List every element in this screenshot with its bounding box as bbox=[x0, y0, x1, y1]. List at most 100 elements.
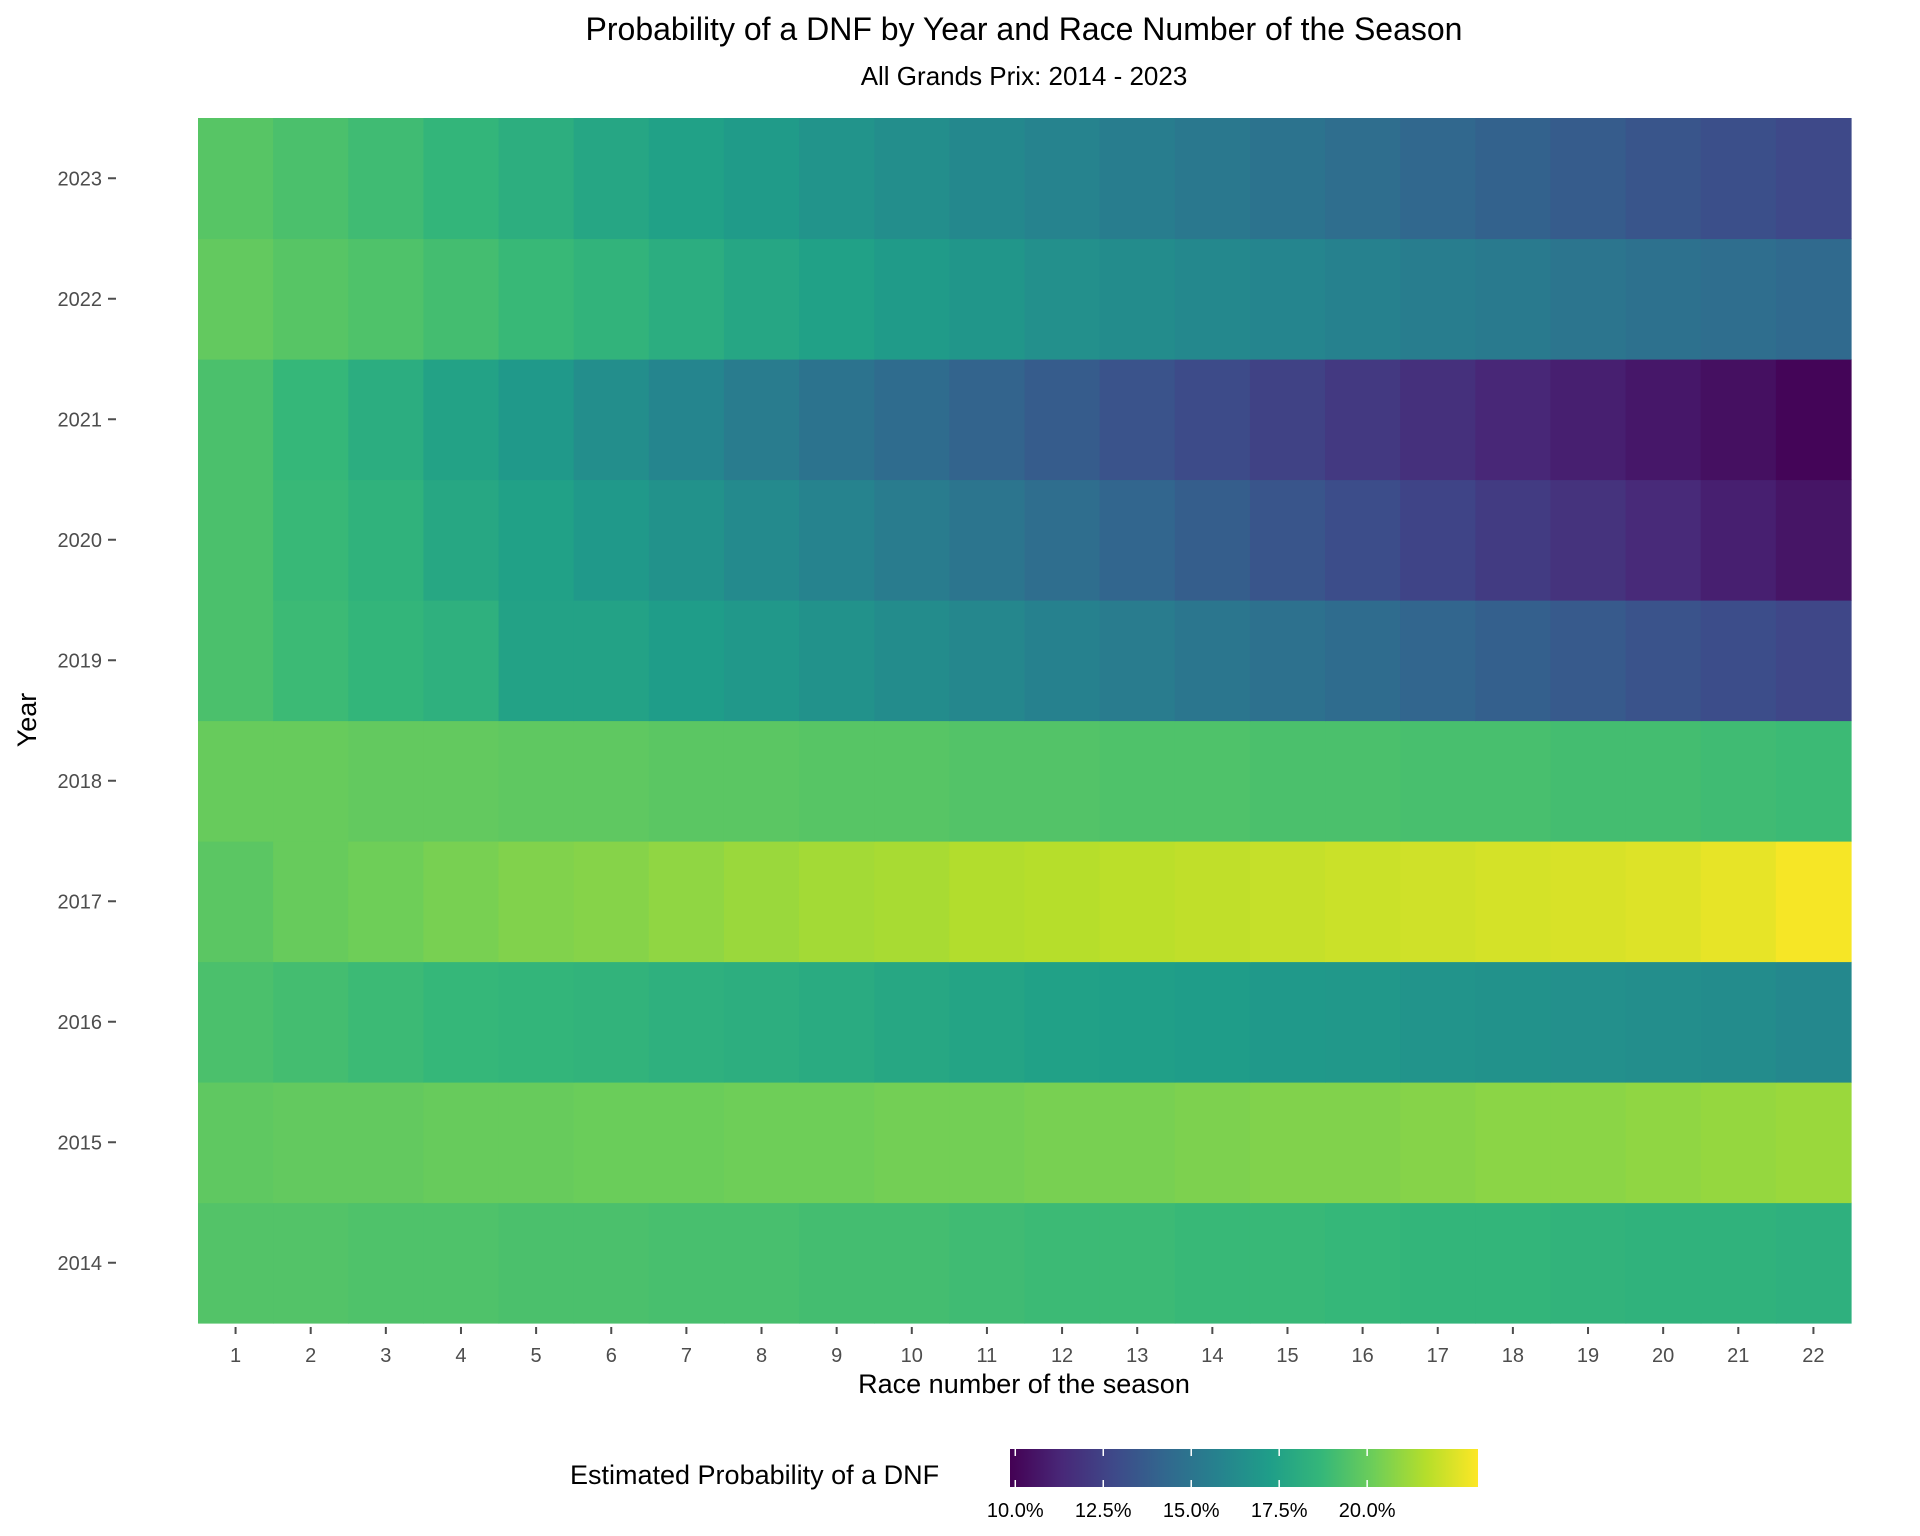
legend-tick-label: 20.0% bbox=[1339, 1500, 1396, 1522]
heatmap-cell bbox=[1024, 841, 1101, 963]
heatmap-cell bbox=[1625, 238, 1702, 360]
heatmap-cell bbox=[874, 1082, 950, 1204]
heatmap-cell bbox=[874, 118, 950, 240]
x-tick-label: 20 bbox=[1652, 1345, 1674, 1367]
heatmap-cell bbox=[1249, 841, 1326, 963]
heatmap-cell bbox=[1174, 238, 1251, 360]
heatmap-cell bbox=[1174, 961, 1251, 1083]
x-tick-label: 16 bbox=[1351, 1345, 1373, 1367]
heatmap-cell bbox=[1400, 479, 1476, 601]
legend-title: Estimated Probability of a DNF bbox=[570, 1460, 939, 1490]
heatmap-cell bbox=[949, 720, 1026, 842]
heatmap-cell bbox=[423, 841, 500, 963]
heatmap-cell bbox=[648, 479, 725, 601]
heatmap-cell bbox=[1700, 1202, 1777, 1324]
heatmap-cell bbox=[1475, 1082, 1552, 1204]
heatmap-cell bbox=[1700, 118, 1777, 240]
heatmap-cell bbox=[348, 600, 425, 722]
heatmap-cell bbox=[573, 118, 650, 240]
heatmap-cell bbox=[348, 479, 425, 601]
heatmap-cell bbox=[1625, 1202, 1702, 1324]
heatmap-cell bbox=[1099, 1082, 1176, 1204]
heatmap-cell bbox=[198, 841, 274, 963]
heatmap-cell bbox=[198, 1202, 274, 1324]
heatmap-cell bbox=[723, 359, 800, 481]
heatmap-cell bbox=[1625, 841, 1702, 963]
heatmap-cell bbox=[799, 961, 875, 1083]
heatmap-cell bbox=[1700, 359, 1777, 481]
heatmap-cell bbox=[723, 841, 800, 963]
heatmap-cell bbox=[1475, 359, 1552, 481]
heatmap-cell bbox=[1249, 961, 1326, 1083]
heatmap-cell bbox=[1550, 720, 1627, 842]
heatmap-cell bbox=[949, 841, 1026, 963]
heatmap-cell bbox=[1099, 720, 1176, 842]
heatmap-cell bbox=[1174, 479, 1251, 601]
x-tick-label: 18 bbox=[1502, 1345, 1524, 1367]
heatmap-cell bbox=[1550, 479, 1627, 601]
heatmap-cell bbox=[1775, 720, 1852, 842]
heatmap-cell bbox=[1700, 961, 1777, 1083]
heatmap-cell bbox=[648, 1082, 725, 1204]
heatmap-cell bbox=[1400, 118, 1476, 240]
heatmap-cell bbox=[949, 479, 1026, 601]
y-tick-label: 2020 bbox=[58, 530, 103, 552]
x-tick-label: 9 bbox=[831, 1345, 842, 1367]
heatmap-cell bbox=[1174, 359, 1251, 481]
heatmap-cell bbox=[1550, 359, 1627, 481]
heatmap-cell bbox=[1325, 238, 1401, 360]
heatmap-cell bbox=[1325, 479, 1401, 601]
heatmap-cell bbox=[273, 1082, 349, 1204]
heatmap-cell bbox=[1400, 720, 1476, 842]
heatmap-cell bbox=[573, 1082, 650, 1204]
heatmap-cell bbox=[1249, 238, 1326, 360]
heatmap-cell bbox=[198, 359, 274, 481]
heatmap-cell bbox=[1775, 359, 1852, 481]
heatmap-cell bbox=[573, 720, 650, 842]
heatmap-cell bbox=[198, 238, 274, 360]
heatmap-cell bbox=[799, 238, 875, 360]
heatmap-cell bbox=[1550, 1202, 1627, 1324]
heatmap-cell bbox=[1475, 841, 1552, 963]
y-tick-label: 2023 bbox=[58, 168, 103, 190]
heatmap-cell bbox=[498, 961, 575, 1083]
heatmap-cell bbox=[949, 118, 1026, 240]
chart-subtitle: All Grands Prix: 2014 - 2023 bbox=[861, 61, 1188, 91]
heatmap-cell bbox=[348, 118, 425, 240]
heatmap-cell bbox=[648, 359, 725, 481]
heatmap-cell bbox=[1550, 118, 1627, 240]
heatmap-cell bbox=[1099, 359, 1176, 481]
heatmap-cell bbox=[1775, 479, 1852, 601]
heatmap-cell bbox=[573, 841, 650, 963]
heatmap-cell bbox=[423, 479, 500, 601]
heatmap-cell bbox=[874, 720, 950, 842]
heatmap-cell bbox=[1700, 1082, 1777, 1204]
heatmap-cell bbox=[1400, 600, 1476, 722]
heatmap-cell bbox=[498, 1202, 575, 1324]
heatmap-cell bbox=[1024, 1202, 1101, 1324]
heatmap-cell bbox=[1099, 1202, 1176, 1324]
heatmap-cell bbox=[498, 720, 575, 842]
heatmap-cell bbox=[723, 720, 800, 842]
heatmap-cell bbox=[1550, 1082, 1627, 1204]
heatmap-cell bbox=[1325, 118, 1401, 240]
heatmap-cell bbox=[1400, 841, 1476, 963]
heatmap-cell bbox=[1775, 1082, 1852, 1204]
heatmap-cell bbox=[423, 1082, 500, 1204]
heatmap-cell bbox=[1775, 1202, 1852, 1324]
heatmap-cell bbox=[949, 359, 1026, 481]
heatmap-cell bbox=[1325, 1202, 1401, 1324]
heatmap-cell bbox=[1550, 961, 1627, 1083]
heatmap-cell bbox=[1024, 600, 1101, 722]
x-tick-label: 2 bbox=[305, 1345, 316, 1367]
heatmap-cell bbox=[1700, 479, 1777, 601]
heatmap-cell bbox=[1325, 1082, 1401, 1204]
heatmap-cell bbox=[1400, 1082, 1476, 1204]
heatmap-cell bbox=[723, 118, 800, 240]
heatmap-cell bbox=[498, 479, 575, 601]
heatmap-cell bbox=[1700, 600, 1777, 722]
legend-colorbar bbox=[1010, 1449, 1478, 1487]
heatmap-cell bbox=[1249, 479, 1326, 601]
heatmap-cell bbox=[1550, 600, 1627, 722]
